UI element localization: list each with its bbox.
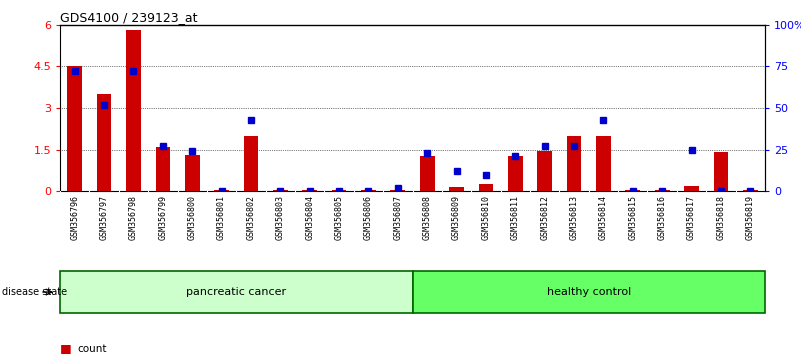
Bar <box>449 187 464 191</box>
Text: healthy control: healthy control <box>546 287 631 297</box>
Bar <box>361 190 376 191</box>
Bar <box>508 156 522 191</box>
Text: count: count <box>78 344 107 354</box>
Bar <box>155 147 170 191</box>
Text: GSM356818: GSM356818 <box>716 195 726 240</box>
Bar <box>654 190 670 191</box>
Text: GSM356806: GSM356806 <box>364 195 373 240</box>
Text: GSM356799: GSM356799 <box>159 195 167 240</box>
Bar <box>273 190 288 191</box>
Text: GSM356808: GSM356808 <box>423 195 432 240</box>
Bar <box>244 136 258 191</box>
Text: GSM356813: GSM356813 <box>570 195 578 240</box>
Bar <box>60 271 413 313</box>
Text: GSM356807: GSM356807 <box>393 195 402 240</box>
Bar <box>596 136 610 191</box>
Text: GSM356811: GSM356811 <box>511 195 520 240</box>
Bar <box>214 190 229 191</box>
Bar <box>566 136 582 191</box>
Text: pancreatic cancer: pancreatic cancer <box>186 287 286 297</box>
Bar <box>478 184 493 191</box>
Text: GSM356814: GSM356814 <box>599 195 608 240</box>
Bar <box>390 190 405 191</box>
Bar <box>126 30 141 191</box>
Text: GSM356812: GSM356812 <box>540 195 549 240</box>
Bar <box>714 152 728 191</box>
Text: GSM356816: GSM356816 <box>658 195 666 240</box>
Text: GSM356798: GSM356798 <box>129 195 138 240</box>
Text: GSM356809: GSM356809 <box>452 195 461 240</box>
Text: GSM356810: GSM356810 <box>481 195 490 240</box>
Bar <box>332 190 346 191</box>
Bar <box>185 155 199 191</box>
Text: GSM356800: GSM356800 <box>187 195 197 240</box>
Text: GSM356804: GSM356804 <box>305 195 314 240</box>
Bar <box>67 66 82 191</box>
Bar <box>97 94 111 191</box>
Text: GDS4100 / 239123_at: GDS4100 / 239123_at <box>60 11 198 24</box>
Text: GSM356817: GSM356817 <box>687 195 696 240</box>
Text: disease state: disease state <box>2 287 66 297</box>
Bar <box>413 271 765 313</box>
Text: GSM356805: GSM356805 <box>335 195 344 240</box>
Text: GSM356796: GSM356796 <box>70 195 79 240</box>
Bar <box>626 190 640 191</box>
Text: GSM356803: GSM356803 <box>276 195 285 240</box>
Bar <box>420 156 434 191</box>
Bar <box>684 185 698 191</box>
Text: GSM356802: GSM356802 <box>247 195 256 240</box>
Text: GSM356801: GSM356801 <box>217 195 226 240</box>
Bar <box>302 190 317 191</box>
Text: GSM356819: GSM356819 <box>746 195 755 240</box>
Bar <box>537 151 552 191</box>
Bar <box>743 190 758 191</box>
Text: GSM356815: GSM356815 <box>628 195 638 240</box>
Text: GSM356797: GSM356797 <box>99 195 109 240</box>
Text: ■: ■ <box>60 342 72 354</box>
